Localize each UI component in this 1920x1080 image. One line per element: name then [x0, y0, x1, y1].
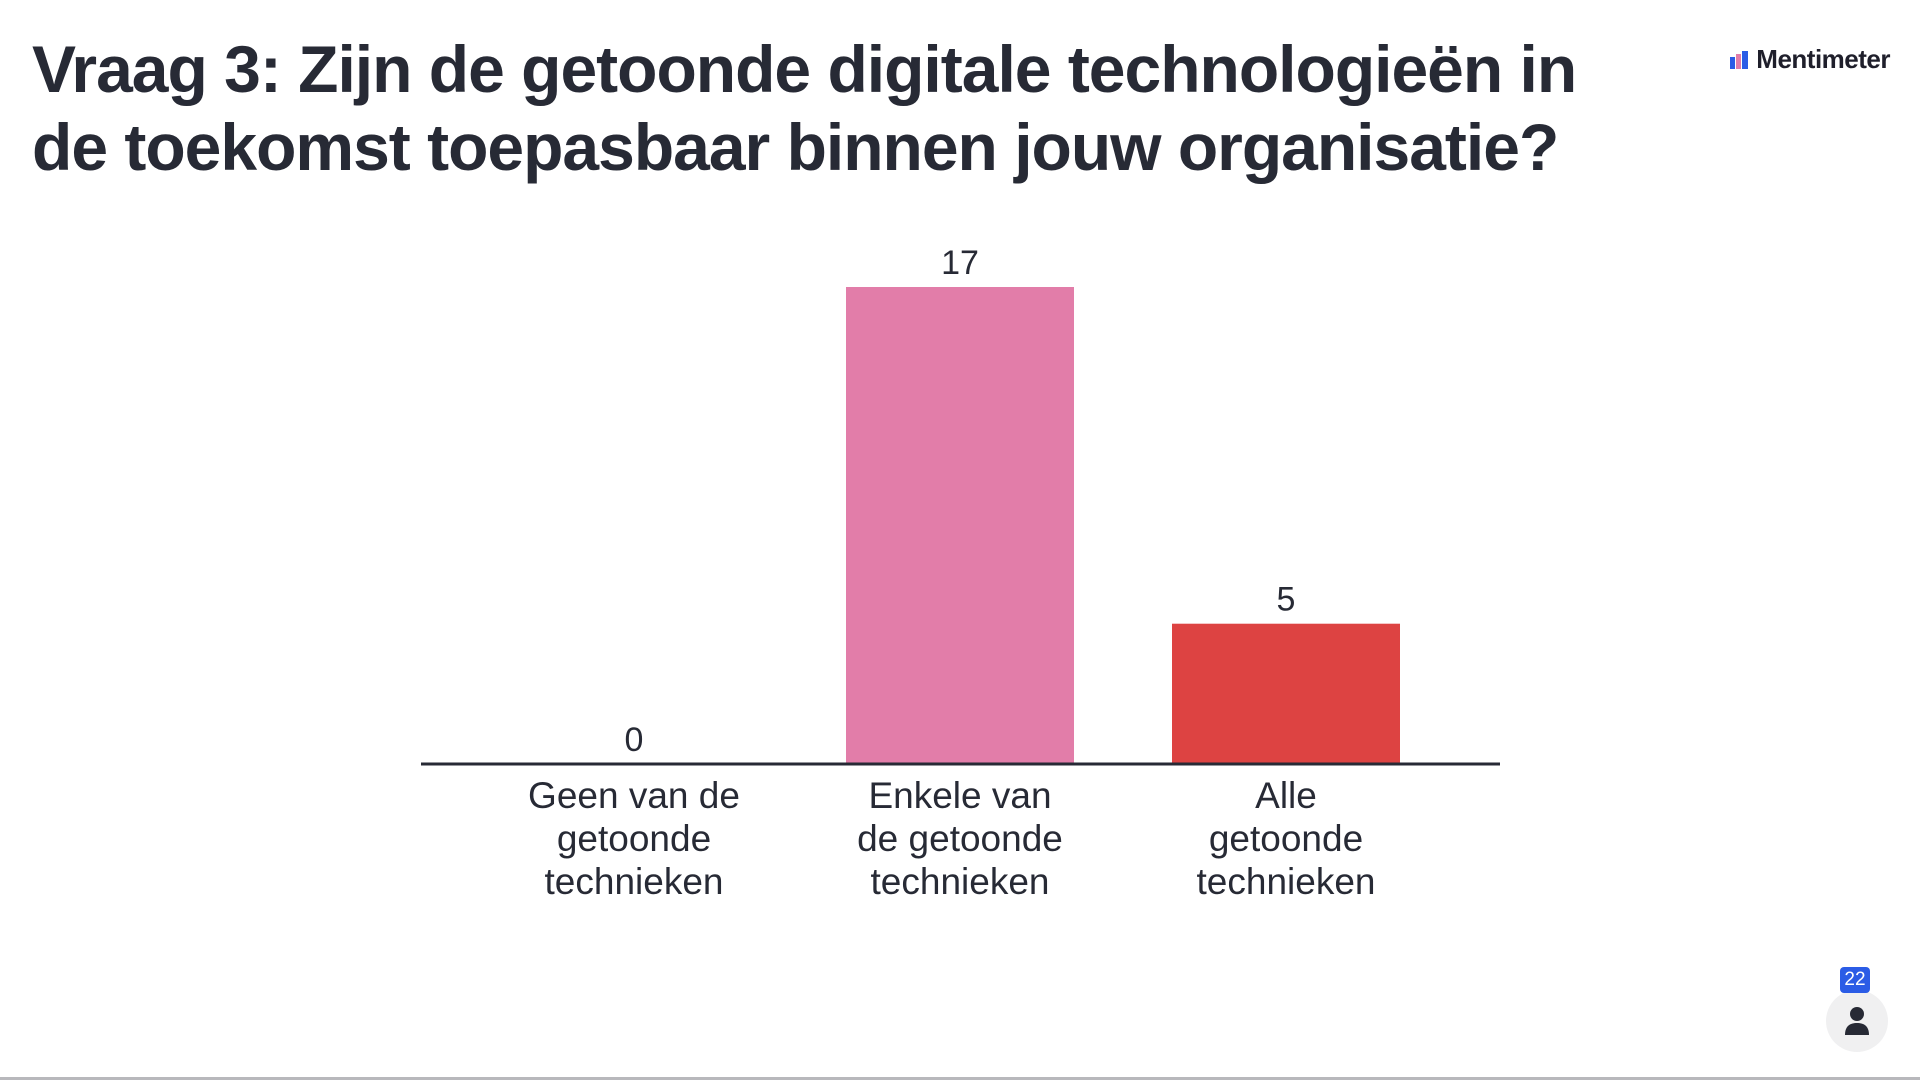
category-label-2-line-3: technieken — [871, 861, 1050, 902]
bar-value-label-2: 17 — [941, 244, 979, 282]
person-icon — [1845, 1007, 1869, 1035]
bar-value-label-3: 5 — [1277, 581, 1296, 619]
bottom-divider — [0, 1077, 1920, 1080]
mentimeter-brand: Mentimeter — [1730, 44, 1890, 75]
category-label-2-line-1: Enkele van — [868, 775, 1051, 816]
category-label-3-line-2: getoonde — [1209, 818, 1363, 859]
slide-title: Vraag 3: Zijn de getoonde digitale techn… — [32, 32, 1577, 184]
category-label-1-line-1: Geen van de — [528, 775, 740, 816]
category-label-1-line-3: technieken — [545, 861, 724, 902]
mentimeter-logo-icon — [1730, 50, 1749, 69]
brand-name: Mentimeter — [1756, 44, 1890, 74]
bar-2 — [846, 287, 1074, 764]
category-label-2-line-2: de getoonde — [857, 818, 1063, 859]
participants-button[interactable] — [1826, 990, 1888, 1052]
participant-count-badge: 22 — [1840, 967, 1870, 993]
bar-3 — [1172, 623, 1400, 764]
category-label-3-line-1: Alle — [1255, 775, 1317, 816]
category-label-3-line-3: technieken — [1197, 861, 1376, 902]
category-label-1-line-2: getoonde — [557, 818, 711, 859]
bar-value-label-1: 0 — [625, 721, 644, 759]
